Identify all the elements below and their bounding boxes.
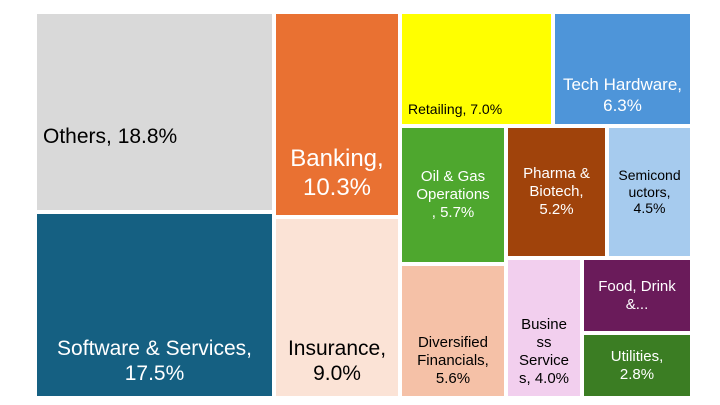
tile-label: Busine ss Service s, 4.0% xyxy=(518,316,570,387)
tile-label: Insurance, 9.0% xyxy=(287,336,387,385)
tile-insurance: Insurance, 9.0% xyxy=(274,217,400,398)
tile-label: Retailing, 7.0% xyxy=(408,101,503,118)
tile-label: Diversified Financials, 5.6% xyxy=(417,334,489,387)
tile-label: Tech Hardware, 6.3% xyxy=(562,75,683,115)
tile-label: Software & Services, 17.5% xyxy=(57,336,252,385)
tile-label: Semicond uctors, 4.5% xyxy=(618,166,681,217)
tile-business-services: Busine ss Service s, 4.0% xyxy=(506,258,582,398)
tile-software-services: Software & Services, 17.5% xyxy=(35,212,274,398)
tile-diversified-financials: Diversified Financials, 5.6% xyxy=(400,264,506,398)
tile-label: Food, Drink &... xyxy=(598,277,676,313)
tile-label: Pharma & Biotech, 5.2% xyxy=(523,165,590,218)
tile-retailing: Retailing, 7.0% xyxy=(400,12,553,126)
tile-pharma-biotech: Pharma & Biotech, 5.2% xyxy=(506,126,607,258)
tile-semiconductors: Semicond uctors, 4.5% xyxy=(607,126,692,258)
tile-tech-hardware: Tech Hardware, 6.3% xyxy=(553,12,692,126)
tile-label: Others, 18.8% xyxy=(43,125,178,149)
tile-utilities: Utilities, 2.8% xyxy=(582,333,692,398)
tile-others: Others, 18.8% xyxy=(35,12,274,212)
tile-food-drink: Food, Drink &... xyxy=(582,258,692,333)
tile-banking: Banking, 10.3% xyxy=(274,12,400,217)
tile-label: Banking, 10.3% xyxy=(290,145,384,202)
tile-label: Utilities, 2.8% xyxy=(610,347,664,383)
tile-label: Oil & Gas Operations , 5.7% xyxy=(416,168,490,221)
tile-oil-gas-operations: Oil & Gas Operations , 5.7% xyxy=(400,126,506,264)
